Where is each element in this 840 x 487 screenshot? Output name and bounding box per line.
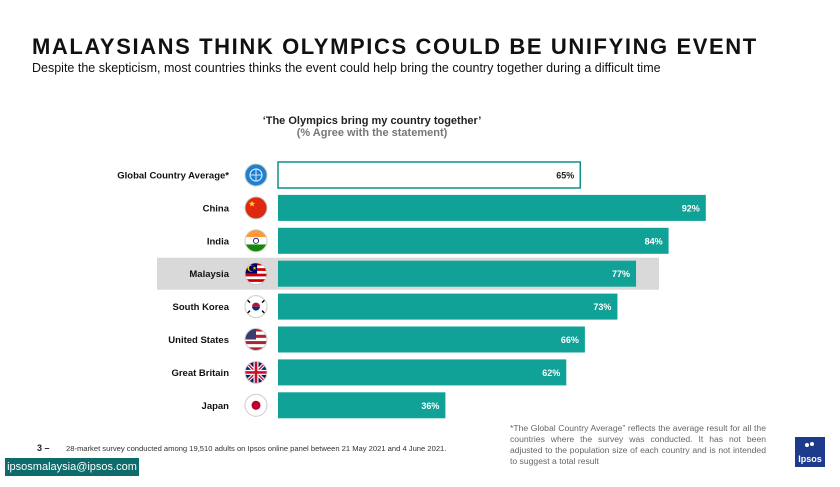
china-flag-icon <box>244 196 268 220</box>
globe-icon <box>244 163 268 187</box>
united-states-flag-icon <box>244 328 268 351</box>
category-label: India <box>207 236 230 247</box>
bar <box>278 227 669 254</box>
bar <box>278 392 446 419</box>
category-label: Global Country Average* <box>117 171 229 182</box>
india-flag-icon <box>244 229 268 253</box>
bar <box>278 293 618 320</box>
data-label: 73% <box>593 302 611 312</box>
bar <box>278 260 637 287</box>
data-label: 65% <box>556 171 574 181</box>
bar <box>278 194 706 221</box>
category-label: Malaysia <box>189 269 229 280</box>
global-average-note: *The Global Country Average” reflects th… <box>510 423 766 466</box>
contact-email[interactable]: ipsosmalaysia@ipsos.com <box>5 458 139 476</box>
category-label: South Korea <box>173 302 230 313</box>
bar <box>278 359 567 386</box>
category-label: United States <box>168 335 229 346</box>
chart-title: ‘The Olympics bring my country together’ <box>262 115 482 127</box>
data-label: 66% <box>561 335 579 345</box>
page-title: MALAYSIANS THINK OLYMPICS COULD BE UNIFY… <box>32 34 758 59</box>
logo-text: Ipsos <box>798 454 822 464</box>
malaysia-flag-icon <box>244 262 268 286</box>
page-number: 3 – <box>37 443 50 453</box>
data-label: 77% <box>612 269 630 279</box>
category-label: China <box>203 203 230 214</box>
category-label: Great Britain <box>171 368 229 379</box>
survey-footnote: 28-market survey conducted among 19,510 … <box>66 444 447 453</box>
data-label: 62% <box>542 368 560 378</box>
category-label: Japan <box>202 401 230 412</box>
chart-subtitle: (% Agree with the statement) <box>296 127 448 139</box>
data-label: 84% <box>645 236 663 246</box>
page-subtitle: Despite the skepticism, most countries t… <box>32 61 661 75</box>
bar <box>278 326 585 353</box>
data-label: 92% <box>682 203 700 213</box>
south-korea-flag-icon <box>244 295 268 319</box>
japan-flag-icon <box>244 393 268 417</box>
bar <box>277 161 581 189</box>
data-label: 36% <box>421 401 439 411</box>
great-britain-flag-icon <box>244 360 268 384</box>
ipsos-logo: Ipsos <box>795 437 825 467</box>
